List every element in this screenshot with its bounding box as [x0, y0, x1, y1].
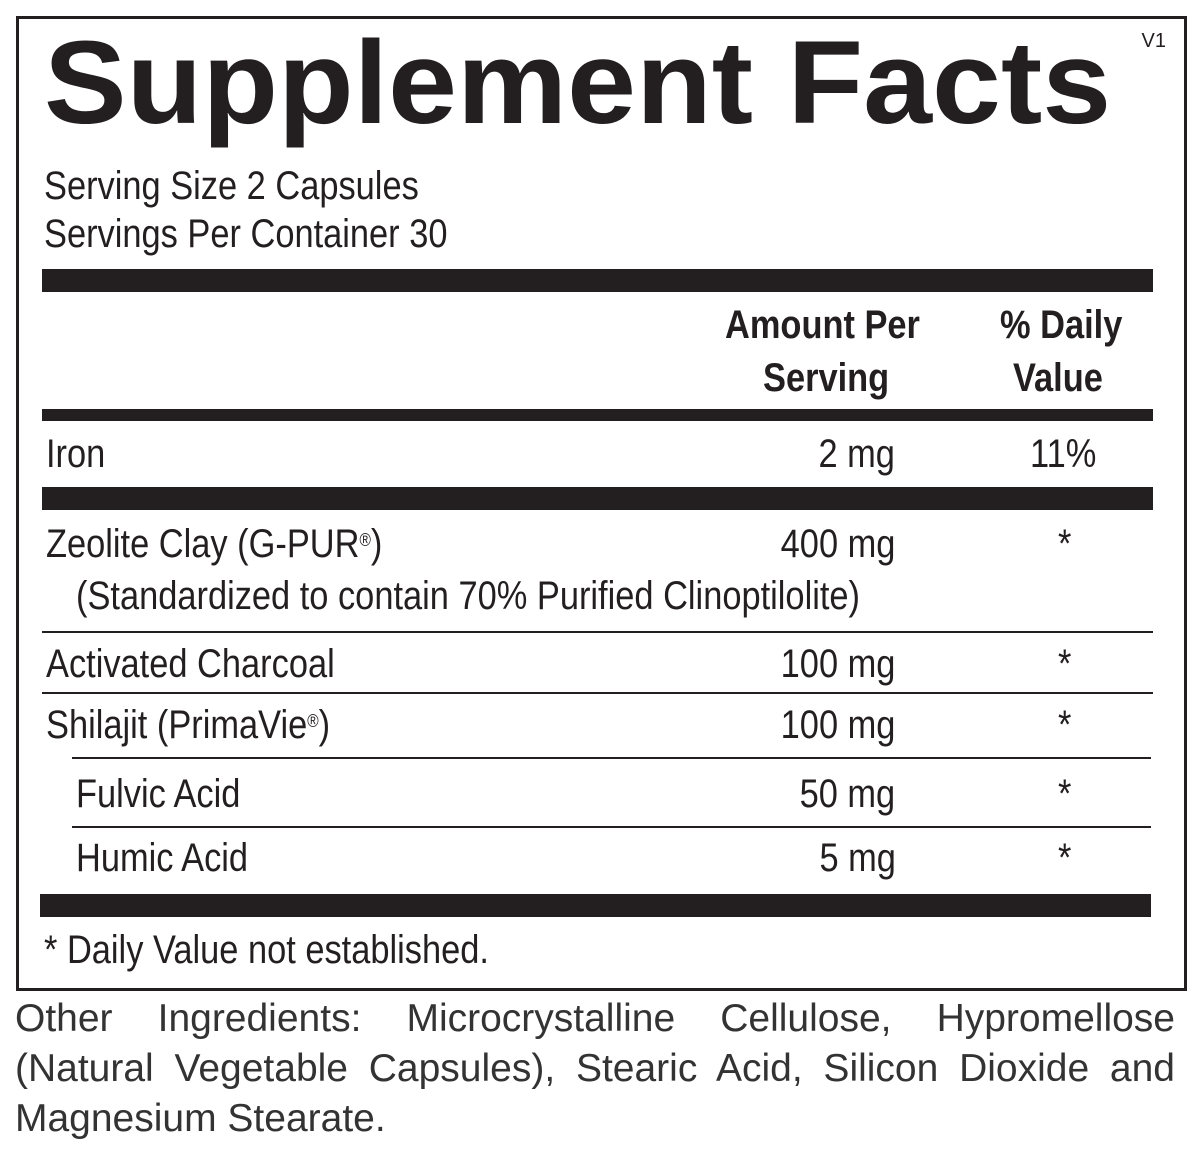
thin-divider	[42, 631, 1153, 633]
zeolite-standardization-note: (Standardized to contain 70% Purified Cl…	[76, 574, 860, 618]
nutrient-name-shilajit: Shilajit (PrimaVie®)	[46, 703, 331, 747]
thin-divider	[72, 826, 1151, 828]
other-ingredients: Other Ingredients: Microcrystalline Cell…	[15, 997, 1175, 1140]
nutrient-amount-activated-charcoal: 100 mg	[780, 642, 895, 686]
nutrient-name-zeolite-clay: Zeolite Clay (G-PUR®)	[46, 522, 383, 566]
medium-divider	[42, 409, 1153, 421]
nutrient-name-activated-charcoal: Activated Charcoal	[46, 642, 335, 686]
nutrient-name-humic-acid: Humic Acid	[76, 836, 249, 880]
nutrient-name-iron: Iron	[46, 432, 106, 476]
thin-divider	[42, 692, 1153, 694]
nutrient-dv-iron: 11%	[1030, 432, 1097, 476]
nutrient-amount-zeolite-clay: 400 mg	[780, 522, 895, 566]
thick-divider	[42, 269, 1153, 292]
supplement-facts-panel	[16, 16, 1187, 991]
nutrient-dv-fulvic-acid: *	[1058, 772, 1072, 816]
panel-title: Supplement Facts	[44, 17, 1112, 149]
thick-divider	[42, 487, 1153, 510]
nutrient-name-fulvic-acid: Fulvic Acid	[76, 772, 241, 816]
header-dv-line2: Value	[1013, 356, 1103, 400]
serving-size: Serving Size 2 Capsules	[44, 164, 419, 208]
footnote: * Daily Value not established.	[44, 928, 489, 972]
nutrient-amount-humic-acid: 5 mg	[819, 836, 896, 880]
servings-per-container: Servings Per Container 30	[44, 212, 448, 256]
thin-divider	[72, 757, 1151, 759]
thick-divider	[40, 894, 1151, 917]
header-dv-line1: % Daily	[1000, 303, 1123, 347]
nutrient-dv-zeolite-clay: *	[1058, 522, 1072, 566]
nutrient-dv-activated-charcoal: *	[1058, 642, 1072, 686]
nutrient-amount-iron: 2 mg	[818, 432, 895, 476]
nutrient-amount-shilajit: 100 mg	[780, 703, 895, 747]
header-amount-line2: Serving	[763, 356, 890, 400]
nutrient-amount-fulvic-acid: 50 mg	[799, 772, 895, 816]
version-label: V1	[1141, 30, 1166, 52]
nutrient-dv-humic-acid: *	[1058, 836, 1072, 880]
nutrient-dv-shilajit: *	[1058, 703, 1072, 747]
header-amount-line1: Amount Per	[725, 303, 920, 347]
